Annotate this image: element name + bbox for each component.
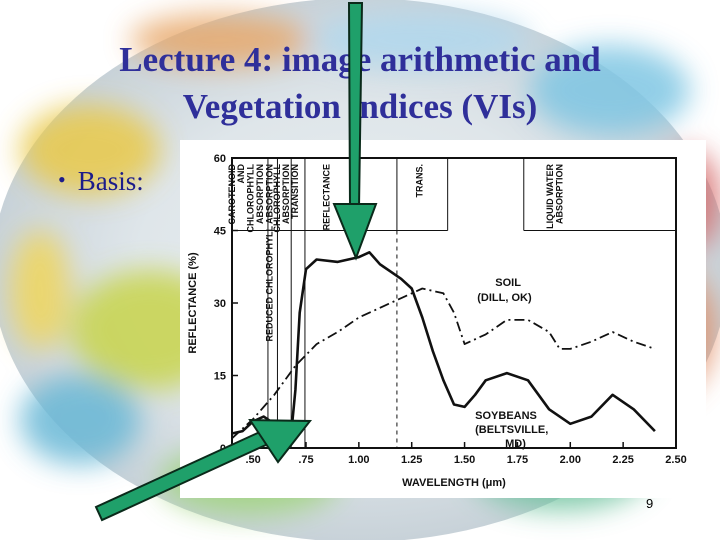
- region-label-chlorophyll-line: ABSORPTION: [281, 164, 291, 224]
- y-tick-label: 15: [214, 371, 226, 383]
- bullet-text: Basis:: [77, 166, 144, 196]
- reflectance-figure: 0 15 30 45 60 .50 .75 1.00 1.25 1.50 1.75 2.00 2.25 2…: [180, 140, 706, 498]
- y-tick-label: 60: [214, 153, 226, 165]
- bullet-item: • Basis:: [58, 166, 144, 197]
- x-tick-label: 1.00: [348, 454, 369, 466]
- x-tick-label: 1.50: [454, 454, 475, 466]
- y-tick-label: 45: [214, 226, 226, 238]
- region-label-transition-line: TRANSITION: [290, 164, 300, 219]
- x-tick-label: .50: [245, 454, 260, 466]
- slide-title-line1: Lecture 4: image arithmetic and: [119, 40, 601, 79]
- region-label-chlorophyll: CHLOROPHYLL ABSORPTION: [272, 164, 291, 233]
- x-tick-label: 2.00: [560, 454, 581, 466]
- x-tick-label: .75: [298, 454, 313, 466]
- soil-line: [231, 287, 656, 439]
- region-label-reduced-chlorophyll: REDUCED CHLOROPHYLL ABSORPTION: [265, 164, 275, 342]
- page-number: 9: [646, 496, 654, 511]
- region-label-trans: TRANS.: [414, 164, 424, 198]
- slide-title: Lecture 4: image arithmetic and Vegetati…: [40, 36, 680, 130]
- y-tick-label: 30: [214, 298, 226, 310]
- x-tick-label: 1.75: [507, 454, 528, 466]
- x-tick-label: 2.25: [612, 454, 633, 466]
- region-label-carotenoid: CAROTENOID AND CHLOROPHYLL ABSORPTION: [227, 164, 265, 233]
- bullet-dot-icon: •: [58, 167, 66, 192]
- soil-series-label: SOIL: [495, 277, 521, 289]
- region-label-carotenoid-line: ABSORPTION: [255, 164, 265, 224]
- region-label-transition: TRANSITION: [290, 164, 300, 219]
- soybeans-series-label: SOYBEANS: [475, 410, 537, 422]
- region-label-carotenoid-line: AND: [236, 164, 246, 184]
- y-tick-label: 0: [220, 443, 226, 455]
- x-axis-label: WAVELENGTH (μm): [402, 477, 506, 489]
- region-label-reduced-chlorophyll-line: REDUCED CHLOROPHYLL ABSORPTION: [265, 164, 275, 342]
- region-label-trans-line: TRANS.: [414, 164, 424, 198]
- region-label-carotenoid-line: CHLOROPHYLL: [246, 164, 256, 233]
- soybeans-series-label: MD): [505, 438, 526, 450]
- region-label-reflectance: REFLECTANCE: [321, 164, 331, 230]
- region-label-liquid-water-line: ABSORPTION: [554, 164, 564, 224]
- slide-title-line2: Vegetation indices (VIs): [182, 87, 538, 126]
- y-axis-label: REFLECTANCE (%): [187, 252, 199, 354]
- region-label-chlorophyll-line: CHLOROPHYLL: [272, 164, 282, 233]
- soybeans-line: [231, 251, 656, 438]
- soil-series-label: (DILL, OK): [477, 292, 532, 304]
- reflectance-chart: 0 15 30 45 60 .50 .75 1.00 1.25 1.50 1.75 2.00 2.25 2…: [187, 153, 687, 489]
- region-label-liquid-water: LIQUID WATER ABSORPTION: [545, 163, 564, 228]
- region-label-liquid-water-line: LIQUID WATER: [545, 163, 555, 228]
- region-label-carotenoid-line: CAROTENOID: [227, 164, 237, 225]
- x-tick-label: 2.50: [665, 454, 686, 466]
- region-label-reflectance-line: REFLECTANCE: [321, 164, 331, 230]
- x-tick-label: 1.25: [401, 454, 422, 466]
- soybeans-series-label: (BELTSVILLE,: [475, 424, 548, 436]
